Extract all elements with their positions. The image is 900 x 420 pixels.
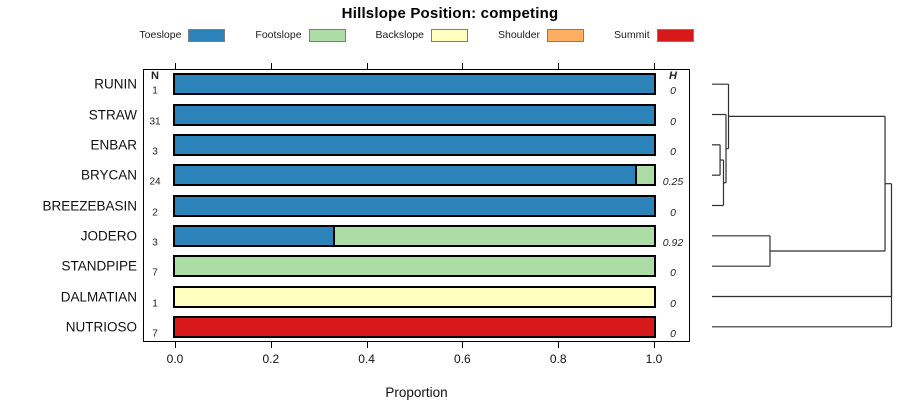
x-tick-top xyxy=(366,63,368,69)
x-tick-bottom xyxy=(654,342,655,348)
bar-nutrioso xyxy=(173,315,656,338)
x-tick-label: 0.4 xyxy=(358,352,375,366)
bar-segment-footslope xyxy=(175,257,654,276)
n-value-nutrioso: 7 xyxy=(152,328,158,340)
x-tick-top xyxy=(175,63,176,69)
bar-breezebasin xyxy=(173,194,656,217)
bar-segment-toeslope xyxy=(175,196,654,215)
x-tick-bottom xyxy=(366,342,368,348)
bar-runin xyxy=(173,73,656,96)
legend-label-toeslope: Toeslope xyxy=(139,29,182,41)
h-value-jodero: 0.92 xyxy=(662,236,684,249)
legend-item-shoulder: Shoulder xyxy=(498,28,585,42)
h-value-brycan: 0.25 xyxy=(662,176,684,189)
h-value-straw: 0 xyxy=(670,115,676,128)
legend-item-footslope: Footslope xyxy=(255,28,346,42)
legend-swatch-footslope xyxy=(308,28,346,42)
h-value-runin: 0 xyxy=(670,85,676,98)
row-label-jodero: JODERO xyxy=(80,228,137,244)
n-column-header: N xyxy=(151,70,159,83)
bar-segment-summit xyxy=(175,317,654,336)
legend-label-shoulder: Shoulder xyxy=(498,29,541,41)
x-tick-top xyxy=(654,63,655,69)
bar-dalmatian xyxy=(173,285,656,308)
legend-item-backslope: Backslope xyxy=(375,28,468,42)
bar-segment-toeslope xyxy=(175,105,654,124)
x-tick-label: 0.6 xyxy=(454,352,471,366)
bar-straw xyxy=(173,103,656,126)
bar-segment-toeslope xyxy=(175,135,654,154)
x-axis-title: Proportion xyxy=(385,385,448,400)
x-tick-bottom xyxy=(462,342,464,348)
legend-item-summit: Summit xyxy=(614,28,694,42)
legend-label-summit: Summit xyxy=(614,29,650,41)
row-label-nutrioso: NUTRIOSO xyxy=(65,319,137,335)
row-label-standpipe: STANDPIPE xyxy=(61,258,137,274)
bar-segment-toeslope xyxy=(175,166,635,185)
legend-swatch-backslope xyxy=(431,28,468,42)
x-tick-bottom xyxy=(270,342,272,348)
h-value-nutrioso: 0 xyxy=(670,327,676,340)
bar-segment-backslope xyxy=(175,287,654,306)
chart-title: Hillslope Position: competing xyxy=(341,5,559,22)
x-tick-label: 0.0 xyxy=(166,352,184,366)
x-tick-top xyxy=(558,63,560,69)
row-label-dalmatian: DALMATIAN xyxy=(60,289,137,304)
legend-label-footslope: Footslope xyxy=(255,29,302,41)
bar-jodero xyxy=(173,224,656,247)
row-label-breezebasin: BREEZEBASIN xyxy=(42,198,137,213)
bar-segment-toeslope xyxy=(175,75,654,94)
row-label-straw: STRAW xyxy=(88,107,137,122)
h-value-breezebasin: 0 xyxy=(670,206,676,219)
n-value-standpipe: 7 xyxy=(152,267,158,279)
n-value-jodero: 3 xyxy=(152,237,158,249)
n-value-brycan: 24 xyxy=(149,176,161,188)
bar-enbar xyxy=(173,133,656,156)
bar-brycan xyxy=(173,164,656,187)
legend: Toeslope Footslope Backslope Shoulder Summit xyxy=(139,27,694,43)
x-tick-bottom xyxy=(558,342,560,348)
legend-swatch-shoulder xyxy=(547,28,585,42)
bar-segment-footslope xyxy=(333,226,654,245)
n-value-breezebasin: 2 xyxy=(152,207,158,218)
x-tick-bottom xyxy=(175,342,176,348)
bar-segment-toeslope xyxy=(175,226,334,245)
h-value-standpipe: 0 xyxy=(670,267,676,280)
h-column-header: H xyxy=(669,70,677,83)
x-tick-label: 0.2 xyxy=(262,352,280,366)
x-tick-label: 1.0 xyxy=(645,352,663,366)
legend-swatch-toeslope xyxy=(188,28,226,42)
n-value-runin: 1 xyxy=(152,85,158,97)
n-value-dalmatian: 1 xyxy=(152,298,158,309)
row-label-runin: RUNIN xyxy=(94,76,137,92)
bar-standpipe xyxy=(173,255,656,278)
legend-label-backslope: Backslope xyxy=(375,29,424,41)
n-value-enbar: 3 xyxy=(152,146,158,158)
h-value-dalmatian: 0 xyxy=(670,297,676,310)
bar-segment-footslope xyxy=(634,166,654,185)
x-tick-top xyxy=(462,63,464,69)
x-tick-label: 0.8 xyxy=(549,352,567,366)
legend-item-toeslope: Toeslope xyxy=(139,28,226,42)
x-tick-top xyxy=(270,63,272,69)
row-label-brycan: BRYCAN xyxy=(80,167,137,183)
legend-swatch-summit xyxy=(656,28,694,42)
row-label-enbar: ENBAR xyxy=(90,137,137,153)
h-value-enbar: 0 xyxy=(670,145,676,158)
n-value-straw: 31 xyxy=(149,116,161,127)
